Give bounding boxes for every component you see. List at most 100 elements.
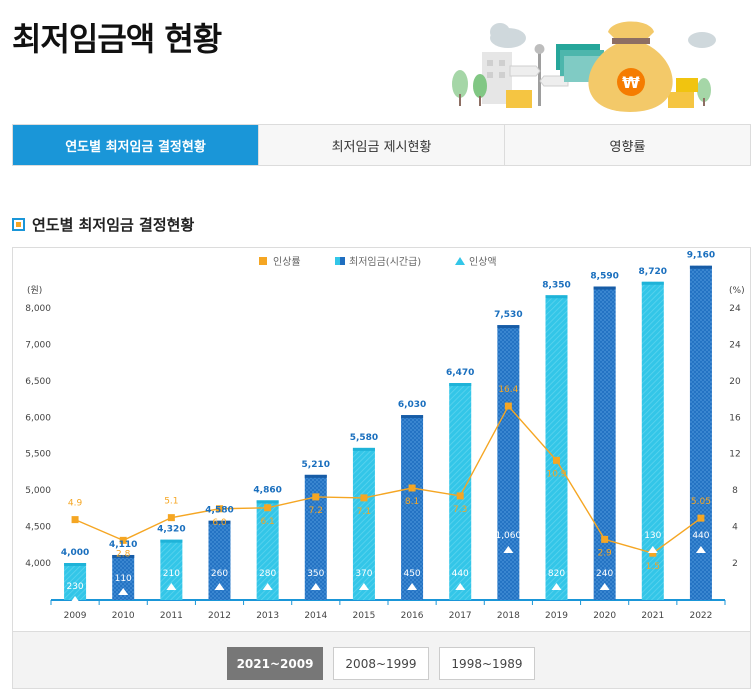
wage-value-label: 4,580 [205, 506, 233, 516]
y-right-tick: 4 [732, 523, 738, 533]
wage-bar [208, 520, 231, 600]
wage-bar [641, 281, 664, 600]
legend-item-0: 인상률 [259, 256, 301, 268]
rate-value-label: 6.0 [212, 518, 227, 528]
legend-item-2: 인상액 [455, 256, 497, 268]
y-right-tick: 20 [729, 377, 741, 387]
rate-point [456, 492, 464, 500]
y-left-tick: 5,500 [25, 450, 51, 460]
rate-value-label: 6.1 [260, 517, 274, 527]
year-range-selector: 2021~2009 2008~1999 1998~1989 [12, 631, 751, 689]
x-tick-label: 2014 [304, 611, 327, 621]
rate-point [360, 494, 368, 502]
wage-bar-cap [352, 447, 375, 451]
y-left-tick: 6,500 [25, 377, 51, 387]
y-left-tick: 8,000 [25, 304, 51, 314]
signpost-icon [509, 44, 569, 106]
wage-bar-cap [545, 295, 568, 299]
tab-proposal-status[interactable]: 최저임금 제시현황 [258, 125, 504, 165]
x-tick-label: 2021 [641, 611, 664, 621]
wage-value-label: 8,590 [590, 272, 618, 282]
y-left-unit: (원) [27, 285, 42, 296]
increase-value-label: 440 [452, 569, 469, 579]
tab-annual-decision[interactable]: 연도별 최저임금 결정현황 [13, 125, 258, 165]
rate-value-label: 7.3 [453, 505, 467, 515]
cloud-icon [490, 23, 716, 48]
x-tick-label: 2018 [497, 611, 520, 621]
wage-bar-cap [593, 286, 616, 290]
range-button-2008-1999[interactable]: 2008~1999 [333, 647, 429, 680]
rate-point [601, 535, 609, 543]
wage-value-label: 4,320 [157, 525, 185, 535]
increase-marker [647, 546, 658, 553]
wage-bar [352, 447, 375, 600]
x-tick-label: 2020 [593, 611, 616, 621]
x-tick-label: 2012 [208, 611, 231, 621]
x-tick-label: 2015 [352, 611, 375, 621]
rate-point [71, 516, 79, 524]
rate-point [697, 514, 705, 522]
range-button-2021-2009[interactable]: 2021~2009 [227, 647, 323, 680]
x-tick-label: 2009 [64, 611, 87, 621]
x-tick-label: 2013 [256, 611, 279, 621]
y-right-tick: 2 [732, 559, 738, 569]
increase-marker [166, 583, 177, 590]
wage-value-label: 7,530 [494, 310, 522, 320]
wage-bar [64, 563, 87, 600]
legend-swatch-increase [455, 257, 465, 265]
wage-bar-cap [641, 281, 664, 285]
legend-label: 인상액 [469, 256, 497, 268]
tab-impact-rate[interactable]: 영향률 [504, 125, 750, 165]
rate-point [408, 484, 416, 492]
chart-legend: 인상률 최저임금(시간급) 인상액 [259, 255, 497, 268]
legend-item-1: 최저임금(시간급) [335, 255, 421, 268]
increase-marker [118, 587, 129, 595]
wage-bar [304, 474, 327, 600]
increase-value-label: 1,060 [495, 531, 521, 541]
y-right-tick: 16 [729, 413, 741, 423]
y-left-tick: 7,000 [25, 340, 51, 350]
increase-value-label: 350 [307, 569, 324, 579]
wage-bar [112, 554, 135, 600]
rate-point [216, 505, 223, 513]
wage-value-label: 8,720 [639, 267, 667, 277]
wage-bar [401, 415, 424, 600]
wage-bar [256, 500, 279, 600]
increase-value-label: 110 [115, 574, 132, 584]
rate-value-label: 8.1 [405, 497, 419, 507]
rate-point [167, 514, 175, 522]
minimum-wage-chart: 인상률 최저임금(시간급) 인상액 (원) (%) 8,000 7,000 6,500 6,0… [25, 251, 744, 621]
coin-stack-icon [506, 78, 698, 108]
y-left-tick: 5,000 [25, 486, 51, 496]
rate-point [312, 493, 320, 501]
increase-marker [70, 596, 81, 603]
rate-value-label: 4.9 [68, 499, 83, 509]
wage-bar-cap [64, 563, 87, 566]
rate-value-label: 5.1 [164, 497, 178, 507]
rate-value-label: 7.1 [357, 507, 371, 517]
increase-value-label: 280 [259, 569, 276, 579]
section-title: 연도별 최저임금 결정현황 [32, 216, 195, 234]
increase-marker [455, 583, 466, 590]
range-button-1998-1989[interactable]: 1998~1989 [439, 647, 535, 680]
wage-bar [689, 265, 712, 600]
increase-marker [503, 546, 514, 553]
rate-value-label: 5.05 [691, 497, 711, 507]
page-title: 최저임금액 현황 [12, 20, 222, 58]
increase-value-label: 450 [403, 569, 420, 579]
x-tick-label: 2011 [160, 611, 183, 621]
legend-swatch-rate [259, 257, 267, 265]
increase-marker [407, 583, 418, 590]
increase-value-label: 440 [692, 531, 709, 541]
tab-bar: 연도별 최저임금 결정현황 최저임금 제시현황 영향률 [12, 124, 751, 166]
wage-bar-cap [304, 474, 327, 478]
tree-icon [452, 70, 711, 106]
rate-value-label: 7.2 [309, 506, 323, 516]
y-right-tick: 12 [729, 450, 740, 460]
increase-marker [599, 583, 610, 590]
legend-swatch-wage-light [335, 257, 340, 265]
wage-bar-cap [689, 265, 712, 269]
increase-value-label: 260 [211, 569, 228, 579]
y-left-tick: 4,000 [25, 559, 51, 569]
wage-bar-cap [401, 415, 424, 419]
